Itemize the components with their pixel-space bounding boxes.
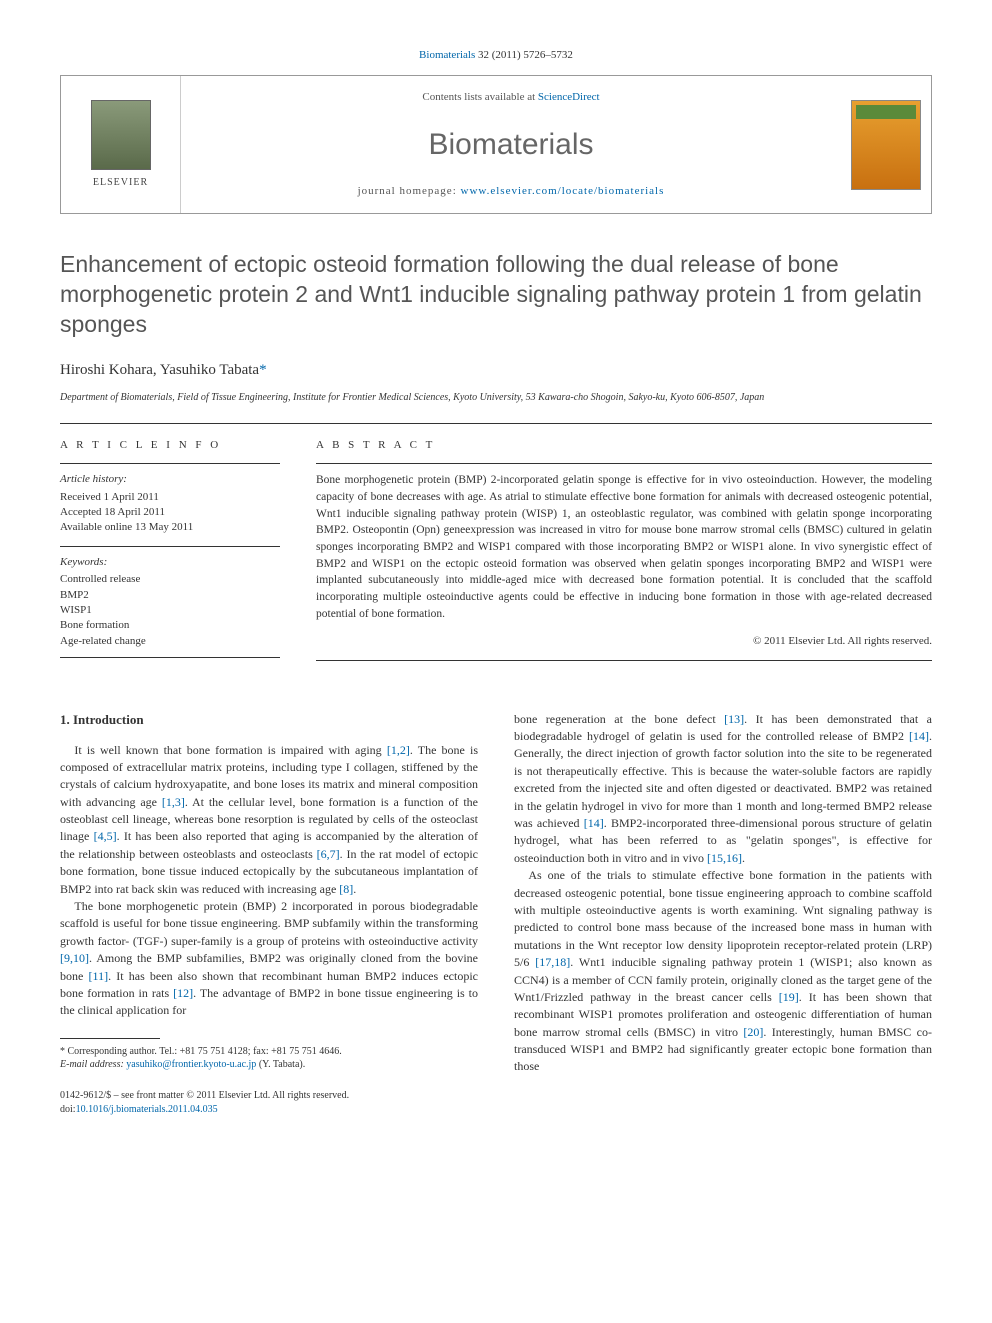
email-line: E-mail address: yasuhiko@frontier.kyoto-…: [60, 1058, 478, 1071]
info-divider-3: [60, 657, 280, 658]
text-fragment: As one of the trials to stimulate effect…: [514, 868, 932, 969]
text-fragment: It is well known that bone formation is …: [74, 743, 386, 757]
keyword-2: WISP1: [60, 603, 280, 618]
text-fragment: . Generally, the direct injection of gro…: [514, 729, 932, 830]
publisher-name: ELSEVIER: [93, 176, 148, 190]
intro-para-1: It is well known that bone formation is …: [60, 742, 478, 899]
affiliation: Department of Biomaterials, Field of Tis…: [60, 391, 932, 405]
ref-link-11[interactable]: [11]: [89, 969, 109, 983]
keyword-3: Bone formation: [60, 618, 280, 633]
cover-block: [841, 76, 931, 213]
article-title: Enhancement of ectopic osteoid formation…: [60, 250, 932, 340]
contents-prefix: Contents lists available at: [422, 91, 537, 103]
email-label: E-mail address:: [60, 1059, 126, 1070]
info-divider-2: [60, 546, 280, 547]
homepage-link[interactable]: www.elsevier.com/locate/biomaterials: [461, 185, 665, 197]
footnote-separator: [60, 1038, 160, 1039]
corr-author-line: * Corresponding author. Tel.: +81 75 751…: [60, 1045, 478, 1058]
info-divider-1: [60, 463, 280, 464]
ref-link-17-18[interactable]: [17,18]: [535, 955, 570, 969]
text-fragment: .: [742, 851, 745, 865]
history-label: Article history:: [60, 472, 280, 487]
header-center: Contents lists available at ScienceDirec…: [181, 76, 841, 213]
divider-top: [60, 423, 932, 424]
ref-link-19[interactable]: [19]: [779, 990, 799, 1004]
intro-para-3: As one of the trials to stimulate effect…: [514, 867, 932, 1076]
homepage-line: journal homepage: www.elsevier.com/locat…: [201, 184, 821, 199]
journal-cover-icon: [851, 100, 921, 190]
abstract-column: A B S T R A C T Bone morphogenetic prote…: [316, 438, 932, 669]
contents-line: Contents lists available at ScienceDirec…: [201, 90, 821, 105]
authors-line: Hiroshi Kohara, Yasuhiko Tabata*: [60, 360, 932, 381]
article-info-column: A R T I C L E I N F O Article history: R…: [60, 438, 280, 669]
ref-link-15-16[interactable]: [15,16]: [707, 851, 742, 865]
article-info-heading: A R T I C L E I N F O: [60, 438, 280, 453]
ref-link-20[interactable]: [20]: [743, 1025, 763, 1039]
received-line: Received 1 April 2011: [60, 490, 280, 505]
info-abstract-row: A R T I C L E I N F O Article history: R…: [60, 438, 932, 669]
ref-link-14b[interactable]: [14]: [584, 816, 604, 830]
abstract-divider: [316, 463, 932, 464]
corresponding-mark-link[interactable]: *: [259, 362, 267, 378]
left-column: 1. Introduction It is well known that bo…: [60, 711, 478, 1118]
footer-block: 0142-9612/$ – see front matter © 2011 El…: [60, 1089, 478, 1118]
ref-link-12[interactable]: [12]: [173, 986, 193, 1000]
homepage-prefix: journal homepage:: [358, 185, 461, 197]
ref-link-1-2[interactable]: [1,2]: [387, 743, 410, 757]
email-suffix: (Y. Tabata).: [256, 1059, 305, 1070]
doi-link[interactable]: 10.1016/j.biomaterials.2011.04.035: [76, 1104, 218, 1115]
corresponding-footnote: * Corresponding author. Tel.: +81 75 751…: [60, 1045, 478, 1071]
keyword-0: Controlled release: [60, 572, 280, 587]
citation-journal-link[interactable]: Biomaterials: [419, 49, 475, 61]
keywords-label: Keywords:: [60, 555, 280, 570]
ref-link-8[interactable]: [8]: [339, 882, 353, 896]
keyword-4: Age-related change: [60, 634, 280, 649]
body-columns: 1. Introduction It is well known that bo…: [60, 711, 932, 1118]
text-fragment: .: [353, 882, 356, 896]
author-1: Hiroshi Kohara: [60, 362, 153, 378]
ref-link-14[interactable]: [14]: [909, 729, 929, 743]
ref-link-6-7[interactable]: [6,7]: [317, 847, 340, 861]
text-fragment: The bone morphogenetic protein (BMP) 2 i…: [60, 899, 478, 948]
author-2: Yasuhiko Tabata: [160, 362, 259, 378]
accepted-line: Accepted 18 April 2011: [60, 505, 280, 520]
online-line: Available online 13 May 2011: [60, 520, 280, 535]
abstract-copyright: © 2011 Elsevier Ltd. All rights reserved…: [316, 634, 932, 649]
keywords-block: Keywords: Controlled release BMP2 WISP1 …: [60, 555, 280, 649]
ref-link-4-5[interactable]: [4,5]: [94, 829, 117, 843]
intro-para-2-cont: bone regeneration at the bone defect [13…: [514, 711, 932, 868]
keyword-1: BMP2: [60, 588, 280, 603]
right-column: bone regeneration at the bone defect [13…: [514, 711, 932, 1118]
ref-link-1-3[interactable]: [1,3]: [162, 795, 185, 809]
introduction-heading: 1. Introduction: [60, 711, 478, 730]
elsevier-tree-icon: [91, 100, 151, 170]
abstract-heading: A B S T R A C T: [316, 438, 932, 453]
ref-link-13[interactable]: [13]: [724, 712, 744, 726]
abstract-divider-bottom: [316, 660, 932, 661]
email-link[interactable]: yasuhiko@frontier.kyoto-u.ac.jp: [126, 1059, 256, 1070]
journal-header-box: ELSEVIER Contents lists available at Sci…: [60, 75, 932, 214]
intro-para-2: The bone morphogenetic protein (BMP) 2 i…: [60, 898, 478, 1020]
ref-link-9-10[interactable]: [9,10]: [60, 951, 89, 965]
sciencedirect-link[interactable]: ScienceDirect: [538, 91, 600, 103]
abstract-text: Bone morphogenetic protein (BMP) 2-incor…: [316, 472, 932, 622]
front-matter-line: 0142-9612/$ – see front matter © 2011 El…: [60, 1089, 478, 1104]
citation-volume: 32 (2011) 5726–5732: [478, 49, 573, 61]
author-sep: ,: [153, 362, 160, 378]
doi-line: doi:10.1016/j.biomaterials.2011.04.035: [60, 1103, 478, 1118]
journal-name: Biomaterials: [201, 124, 821, 166]
publisher-block: ELSEVIER: [61, 76, 181, 213]
text-fragment: bone regeneration at the bone defect: [514, 712, 724, 726]
doi-label: doi:: [60, 1104, 76, 1115]
citation-line: Biomaterials 32 (2011) 5726–5732: [60, 48, 932, 63]
